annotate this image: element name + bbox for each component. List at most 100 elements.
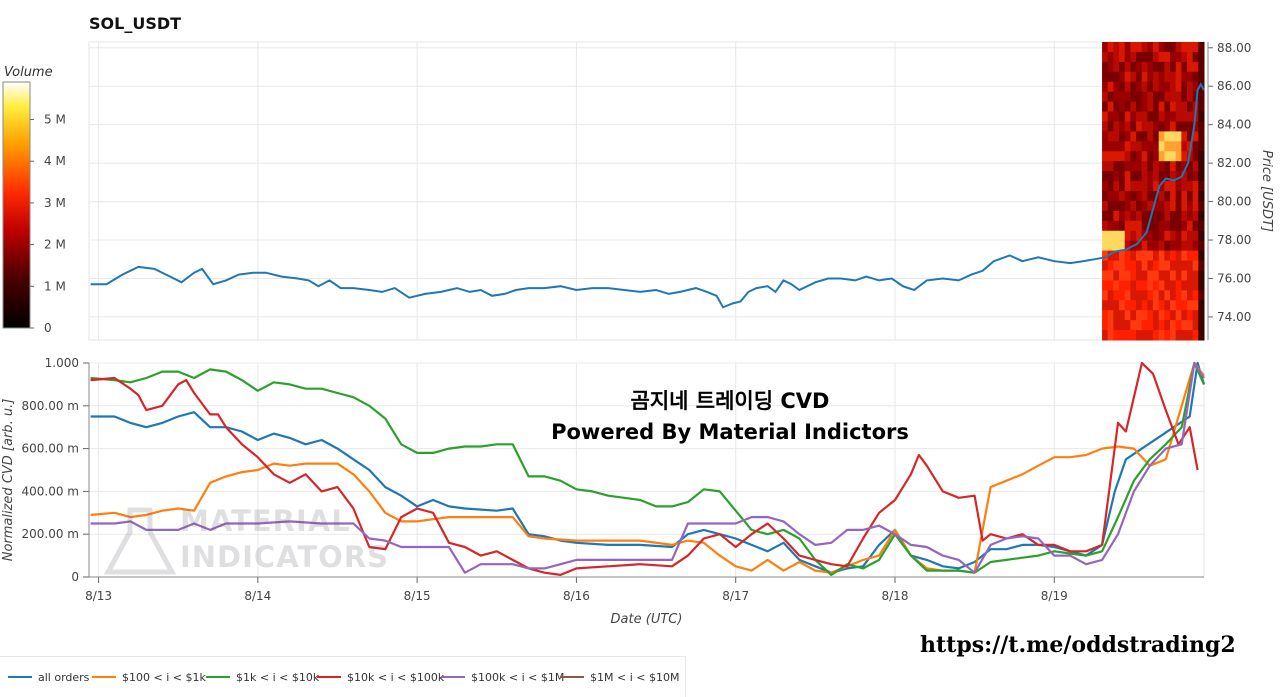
heatmap-cell [1153, 320, 1160, 331]
cvd-y-tick-label: 400.00 m [22, 484, 80, 498]
legend-swatch [206, 676, 230, 678]
heatmap-cell [1153, 210, 1160, 222]
heatmap-cell [1164, 51, 1171, 63]
heatmap-cell [1107, 51, 1114, 63]
heatmap-cell [1136, 320, 1143, 331]
legend-label: $100 < i < $1k [122, 670, 206, 684]
heatmap-cell [1113, 210, 1120, 222]
telegram-link[interactable]: https://t.me/oddstrading2 [920, 632, 1236, 658]
heatmap-cell [1147, 290, 1154, 301]
colorbar-tick-label: 3 M [44, 196, 66, 210]
legend-item[interactable]: all orders [8, 669, 89, 685]
heatmap-cell [1158, 260, 1165, 271]
heatmap-cell [1181, 300, 1188, 311]
heatmap-cell [1124, 230, 1131, 242]
heatmap-cell [1164, 181, 1171, 192]
heatmap-cell [1113, 101, 1120, 113]
heatmap-cell [1119, 51, 1126, 63]
heatmap-cell [1113, 280, 1120, 291]
heatmap-cell [1102, 270, 1109, 281]
heatmap-cell [1158, 191, 1165, 202]
heatmap-cell [1124, 200, 1131, 212]
heatmap-cell [1158, 61, 1165, 73]
heatmap-cell [1119, 210, 1126, 222]
heatmap-cell [1141, 210, 1148, 222]
heatmap-cell [1187, 111, 1194, 122]
heatmap-cell [1153, 151, 1160, 162]
heatmap-cell [1136, 280, 1143, 291]
heatmap-cell [1153, 200, 1160, 212]
heatmap-cell [1107, 310, 1114, 321]
heatmap-cell [1181, 121, 1188, 132]
heatmap-cell [1192, 91, 1199, 103]
heatmap-cell [1164, 101, 1171, 113]
heatmap-cell [1158, 91, 1165, 103]
heatmap-cell [1153, 240, 1160, 252]
heatmap-cell [1170, 240, 1177, 252]
heatmap-cell [1153, 260, 1160, 271]
heatmap-cell [1153, 101, 1160, 113]
heatmap-cell [1147, 171, 1154, 182]
heatmap-cell [1136, 290, 1143, 301]
heatmap-cell [1124, 91, 1131, 103]
heatmap-cell [1102, 320, 1109, 331]
heatmap-cell [1158, 111, 1165, 122]
cvd-x-tick-label: 8/19 [1041, 589, 1068, 603]
heatmap-cell [1130, 111, 1137, 122]
heatmap-cell [1107, 320, 1114, 331]
legend-item[interactable]: $1M < i < $10M [560, 669, 679, 685]
heatmap-cell [1136, 270, 1143, 281]
heatmap-cell [1107, 230, 1114, 242]
heatmap-cell [1102, 310, 1109, 321]
heatmap-cell [1175, 220, 1182, 232]
heatmap-cell [1102, 181, 1109, 192]
heatmap-cell [1147, 101, 1154, 113]
legend-swatch [8, 676, 32, 678]
heatmap-cell [1130, 71, 1137, 83]
heatmap-cell [1102, 61, 1109, 73]
heatmap-cell [1192, 61, 1199, 73]
heatmap-cell [1181, 91, 1188, 103]
heatmap-cell [1181, 210, 1188, 222]
heatmap-cell [1130, 191, 1137, 202]
legend-item[interactable]: $100 < i < $1k [92, 669, 206, 685]
heatmap-cell [1198, 260, 1205, 271]
legend-item[interactable]: $10k < i < $100k [317, 669, 444, 685]
heatmap-cell [1175, 210, 1182, 222]
heatmap-cell [1153, 161, 1160, 172]
heatmap-cell [1175, 320, 1182, 331]
heatmap-cell [1102, 250, 1109, 262]
heatmap-cell [1170, 270, 1177, 281]
heatmap-cell [1107, 81, 1114, 93]
heatmap-cell [1124, 161, 1131, 172]
heatmap-cell [1153, 310, 1160, 321]
chart-title: SOL_USDT [89, 14, 182, 33]
heatmap-cell [1198, 71, 1205, 83]
heatmap-cell [1158, 300, 1165, 311]
heatmap-cell [1164, 290, 1171, 301]
heatmap-cell [1170, 290, 1177, 301]
heatmap-cell [1181, 220, 1188, 232]
heatmap-cell [1170, 280, 1177, 291]
heatmap-cell [1175, 71, 1182, 83]
heatmap-cell [1198, 42, 1205, 53]
heatmap-cell [1141, 240, 1148, 252]
cvd-x-axis-label: Date (UTC) [611, 612, 683, 627]
heatmap-cell [1164, 270, 1171, 281]
heatmap-cell [1175, 250, 1182, 262]
heatmap-cell [1153, 250, 1160, 262]
heatmap-cell [1124, 171, 1131, 182]
heatmap-cell [1153, 111, 1160, 122]
heatmap-cell [1107, 61, 1114, 73]
heatmap-cell [1164, 71, 1171, 83]
heatmap-cell [1141, 280, 1148, 291]
heatmap-cell [1124, 181, 1131, 192]
legend-item[interactable]: $1k < i < $10k [206, 669, 319, 685]
heatmap-cell [1130, 42, 1137, 53]
legend-item[interactable]: $100k < i < $1M [441, 669, 564, 685]
heatmap-cell [1107, 71, 1114, 83]
colorbar-tick-label: 5 M [44, 113, 66, 127]
heatmap-cell [1153, 81, 1160, 93]
heatmap-cell [1147, 310, 1154, 321]
heatmap-cell [1164, 161, 1171, 172]
